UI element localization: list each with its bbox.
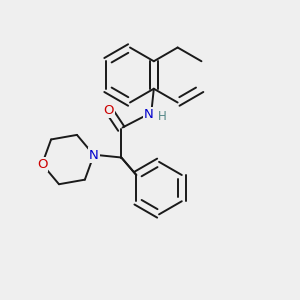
Text: N: N [144,109,154,122]
Text: O: O [103,103,114,116]
Text: O: O [37,158,47,171]
Text: N: N [89,148,99,161]
Text: H: H [158,110,167,123]
